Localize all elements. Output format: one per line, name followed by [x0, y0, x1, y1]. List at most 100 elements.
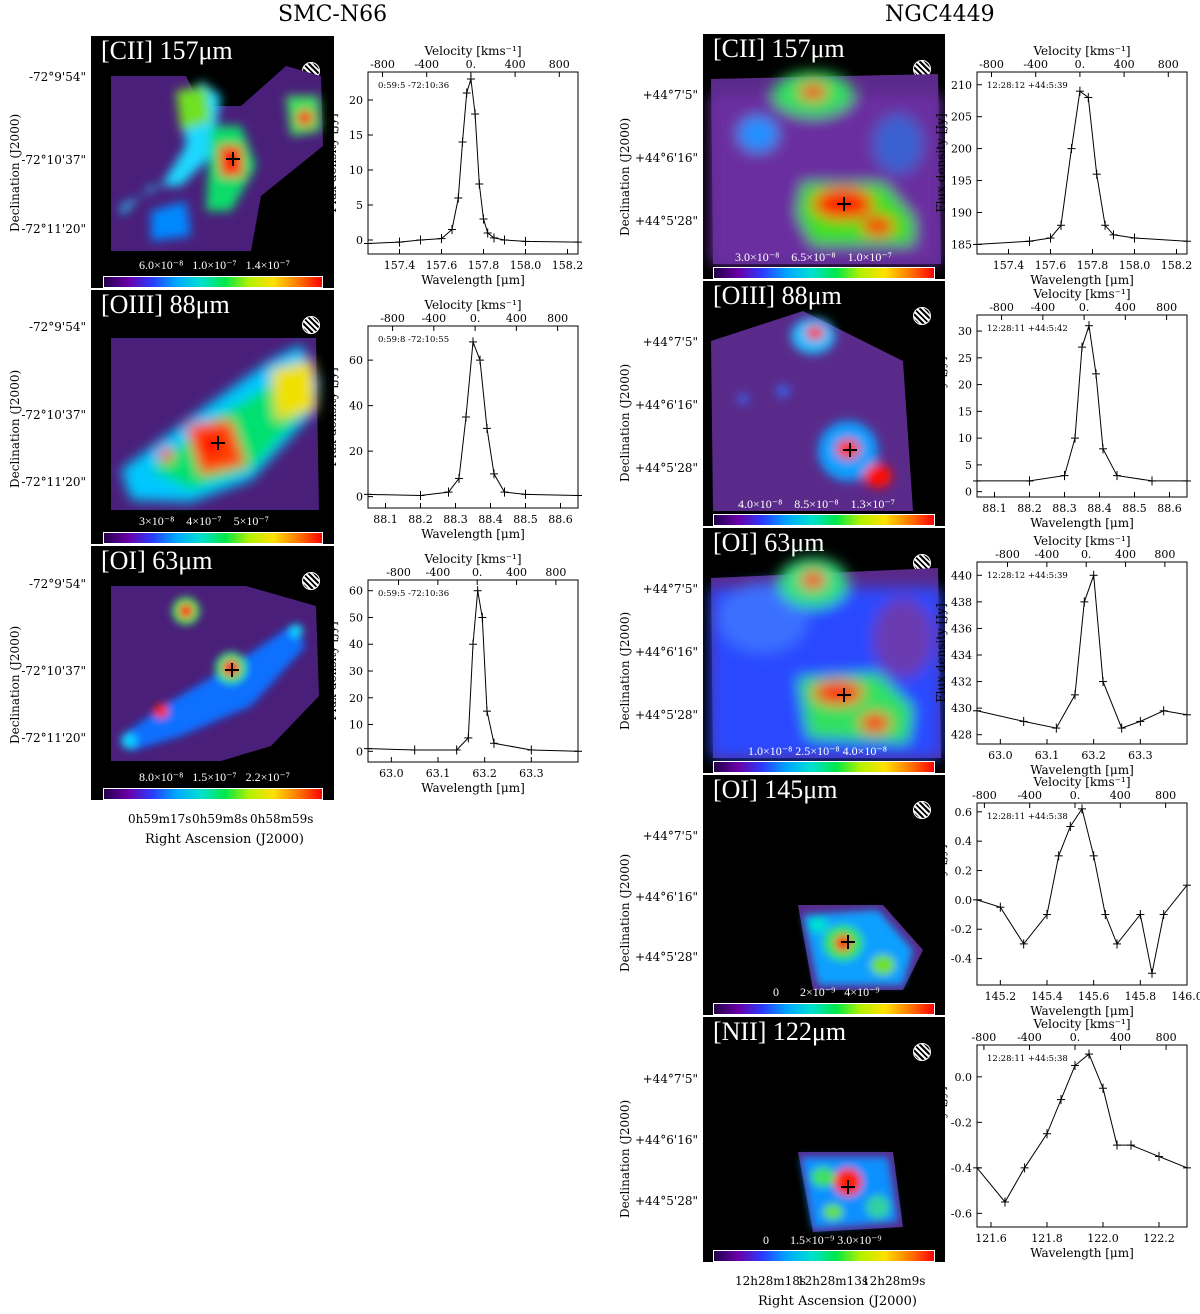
colorbar [713, 1250, 935, 1262]
line-label: [OIII] 88μm [101, 290, 230, 319]
y-tick-label: -0.2 [951, 1116, 972, 1129]
velocity-axis-label: Velocity [kms⁻¹] [1032, 287, 1130, 301]
dec-tick: +44°5'28" [634, 461, 698, 475]
velocity-tick-label: -800 [979, 58, 1004, 71]
colorbar [103, 532, 323, 544]
flux-axis-label: Flux density [Jy] [934, 1086, 948, 1185]
velocity-axis-label: Velocity [kms⁻¹] [1032, 44, 1130, 58]
y-tick-label: 185 [951, 238, 972, 251]
ngc-oi145-map-panel: [OI] 145μm 0 2×10⁻⁹ 4×10⁻⁹ [703, 775, 945, 1015]
cbar-tick: 6.0×10⁻⁸ [139, 258, 184, 272]
beam-icon [913, 307, 931, 325]
x-tick-label: 88.4 [478, 513, 503, 526]
x-tick-label: 158.0 [510, 259, 542, 272]
cbar-tick: 6.5×10⁻⁸ [791, 250, 836, 264]
x-tick-label: 145.2 [985, 990, 1017, 1003]
position-marker [837, 197, 851, 211]
velocity-tick-label: 800 [1154, 548, 1175, 561]
y-tick-label: 20 [958, 379, 972, 392]
emission-map [711, 72, 941, 264]
x-tick-label: 158.2 [1161, 259, 1193, 272]
x-tick-label: 88.1 [982, 502, 1007, 515]
cbar-tick: 1.5×10⁻⁹ [790, 1233, 835, 1247]
y-tick-label: 210 [951, 79, 972, 92]
emission-map [798, 905, 923, 990]
dec-tick: -72°11'20" [21, 222, 86, 236]
x-tick-label: 88.3 [1052, 502, 1077, 515]
y-tick-label: 0 [356, 491, 363, 504]
dec-tick: +44°7'5" [642, 829, 698, 843]
ngc-title: NGC4449 [885, 2, 995, 27]
cbar-tick: 2.5×10⁻⁸ [795, 744, 840, 758]
ra-tick: 12h28m13s [797, 1274, 869, 1288]
velocity-tick-label: 0. [472, 566, 483, 579]
x-tick-label: 145.6 [1078, 990, 1110, 1003]
y-tick-label: 15 [958, 405, 972, 418]
y-tick-label: 195 [951, 175, 972, 188]
velocity-tick-label: -400 [1023, 58, 1048, 71]
wavelength-axis-label: Wavelength [μm] [421, 273, 525, 287]
y-tick-label: 5 [965, 459, 972, 472]
velocity-tick-label: 400 [1110, 1031, 1131, 1044]
dec-tick: +44°6'16" [634, 890, 698, 904]
dec-tick: -72°10'37" [21, 664, 86, 678]
y-tick-label: 60 [349, 585, 363, 598]
cbar-tick: 8.0×10⁻⁸ [139, 770, 184, 784]
cbar-tick: 4×10⁻⁹ [844, 985, 880, 999]
ngc-cii-map-panel: [CII] 157μm 3.0×10⁻⁸ 6.5×10⁻⁸ 1.0×10⁻⁷ [703, 34, 945, 279]
velocity-tick-label: -400 [1034, 548, 1059, 561]
x-tick-label: 146.0 [1171, 990, 1200, 1003]
velocity-tick-label: -800 [995, 548, 1020, 561]
position-marker [225, 663, 239, 677]
wavelength-axis-label: Wavelength [μm] [1030, 1004, 1134, 1018]
x-tick-label: 157.6 [1035, 259, 1067, 272]
dec-tick: -72°11'20" [21, 475, 86, 489]
flux-axis-label: Flux density [Jy] [934, 356, 948, 455]
velocity-tick-label: -800 [972, 789, 997, 802]
dec-tick: +44°6'16" [634, 398, 698, 412]
x-tick-label: 121.8 [1031, 1232, 1063, 1245]
coordinate-label: 12:28:11 +44:5:38 [987, 812, 1068, 822]
x-tick-label: 145.8 [1125, 990, 1157, 1003]
velocity-tick-label: 800 [1158, 58, 1179, 71]
x-tick-label: 88.4 [1087, 502, 1112, 515]
line-label: [OI] 63μm [713, 528, 825, 557]
plot-frame [367, 325, 579, 509]
y-tick-label: 0.4 [955, 835, 973, 848]
velocity-tick-label: -800 [370, 58, 395, 71]
y-tick-label: 60 [349, 354, 363, 367]
velocity-tick-label: 400 [1114, 58, 1135, 71]
plot-frame [367, 579, 579, 763]
spectrum-line [976, 807, 1188, 974]
flux-axis-label: Flux density [Jy] [325, 367, 339, 466]
x-tick-label: 63.1 [426, 767, 451, 780]
y-tick-label: 0.0 [955, 894, 973, 907]
velocity-tick-label: 800 [1156, 1031, 1177, 1044]
velocity-tick-label: 400 [506, 566, 527, 579]
y-tick-label: 200 [951, 143, 972, 156]
ra-tick: 12h28m18s [735, 1274, 807, 1288]
flux-axis-label: Flux density [Jy] [934, 844, 948, 943]
coordinate-label: 0:59:5 -72:10:36 [378, 589, 449, 599]
cbar-tick: 0 [763, 1233, 769, 1247]
ra-axis-label: Right Ascension (J2000) [145, 832, 305, 847]
y-tick-label: -0.6 [951, 1207, 972, 1220]
cbar-tick: 2×10⁻⁹ [800, 985, 836, 999]
coordinate-label: 12:28:11 +44:5:38 [987, 1054, 1068, 1064]
velocity-axis-label: Velocity [kms⁻¹] [1032, 534, 1130, 548]
x-tick-label: 88.6 [548, 513, 573, 526]
beam-icon [302, 572, 320, 590]
y-tick-label: 434 [951, 649, 972, 662]
x-tick-label: 88.1 [373, 513, 398, 526]
y-tick-label: 20 [349, 692, 363, 705]
line-label: [NII] 122μm [713, 1017, 847, 1046]
beam-icon [302, 316, 320, 334]
y-tick-label: 20 [349, 445, 363, 458]
dec-tick: -72°11'20" [21, 731, 86, 745]
velocity-tick-label: 800 [549, 58, 570, 71]
ra-tick: 12h28m9s [862, 1274, 926, 1288]
plot-frame [976, 314, 1188, 498]
emission-map [111, 586, 319, 761]
x-tick-label: 145.4 [1031, 990, 1063, 1003]
